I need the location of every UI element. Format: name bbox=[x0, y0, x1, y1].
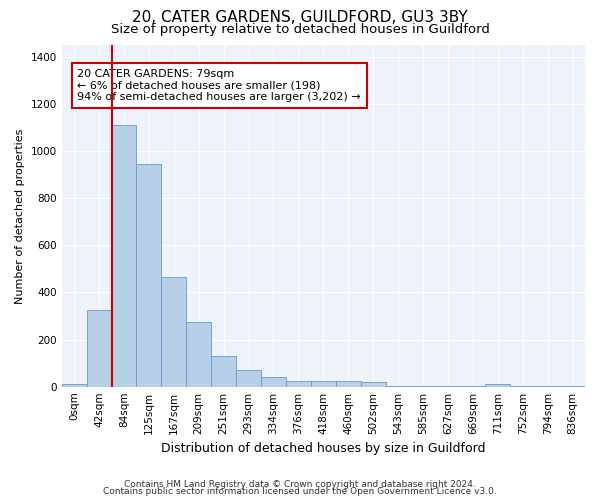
Bar bbox=[236, 370, 261, 386]
Bar bbox=[311, 381, 336, 386]
Text: Size of property relative to detached houses in Guildford: Size of property relative to detached ho… bbox=[110, 22, 490, 36]
Y-axis label: Number of detached properties: Number of detached properties bbox=[15, 128, 25, 304]
Text: Contains public sector information licensed under the Open Government Licence v3: Contains public sector information licen… bbox=[103, 487, 497, 496]
Bar bbox=[336, 382, 361, 386]
Bar bbox=[211, 356, 236, 386]
Bar bbox=[286, 382, 311, 386]
Bar bbox=[62, 384, 86, 386]
Text: 20, CATER GARDENS, GUILDFORD, GU3 3BY: 20, CATER GARDENS, GUILDFORD, GU3 3BY bbox=[132, 10, 468, 25]
Bar bbox=[186, 322, 211, 386]
Bar bbox=[112, 125, 136, 386]
Bar bbox=[485, 384, 510, 386]
Text: 20 CATER GARDENS: 79sqm
← 6% of detached houses are smaller (198)
94% of semi-de: 20 CATER GARDENS: 79sqm ← 6% of detached… bbox=[77, 69, 361, 102]
Bar bbox=[361, 382, 386, 386]
Bar bbox=[86, 310, 112, 386]
Bar bbox=[161, 277, 186, 386]
Bar bbox=[261, 378, 286, 386]
X-axis label: Distribution of detached houses by size in Guildford: Distribution of detached houses by size … bbox=[161, 442, 485, 455]
Bar bbox=[136, 164, 161, 386]
Text: Contains HM Land Registry data © Crown copyright and database right 2024.: Contains HM Land Registry data © Crown c… bbox=[124, 480, 476, 489]
